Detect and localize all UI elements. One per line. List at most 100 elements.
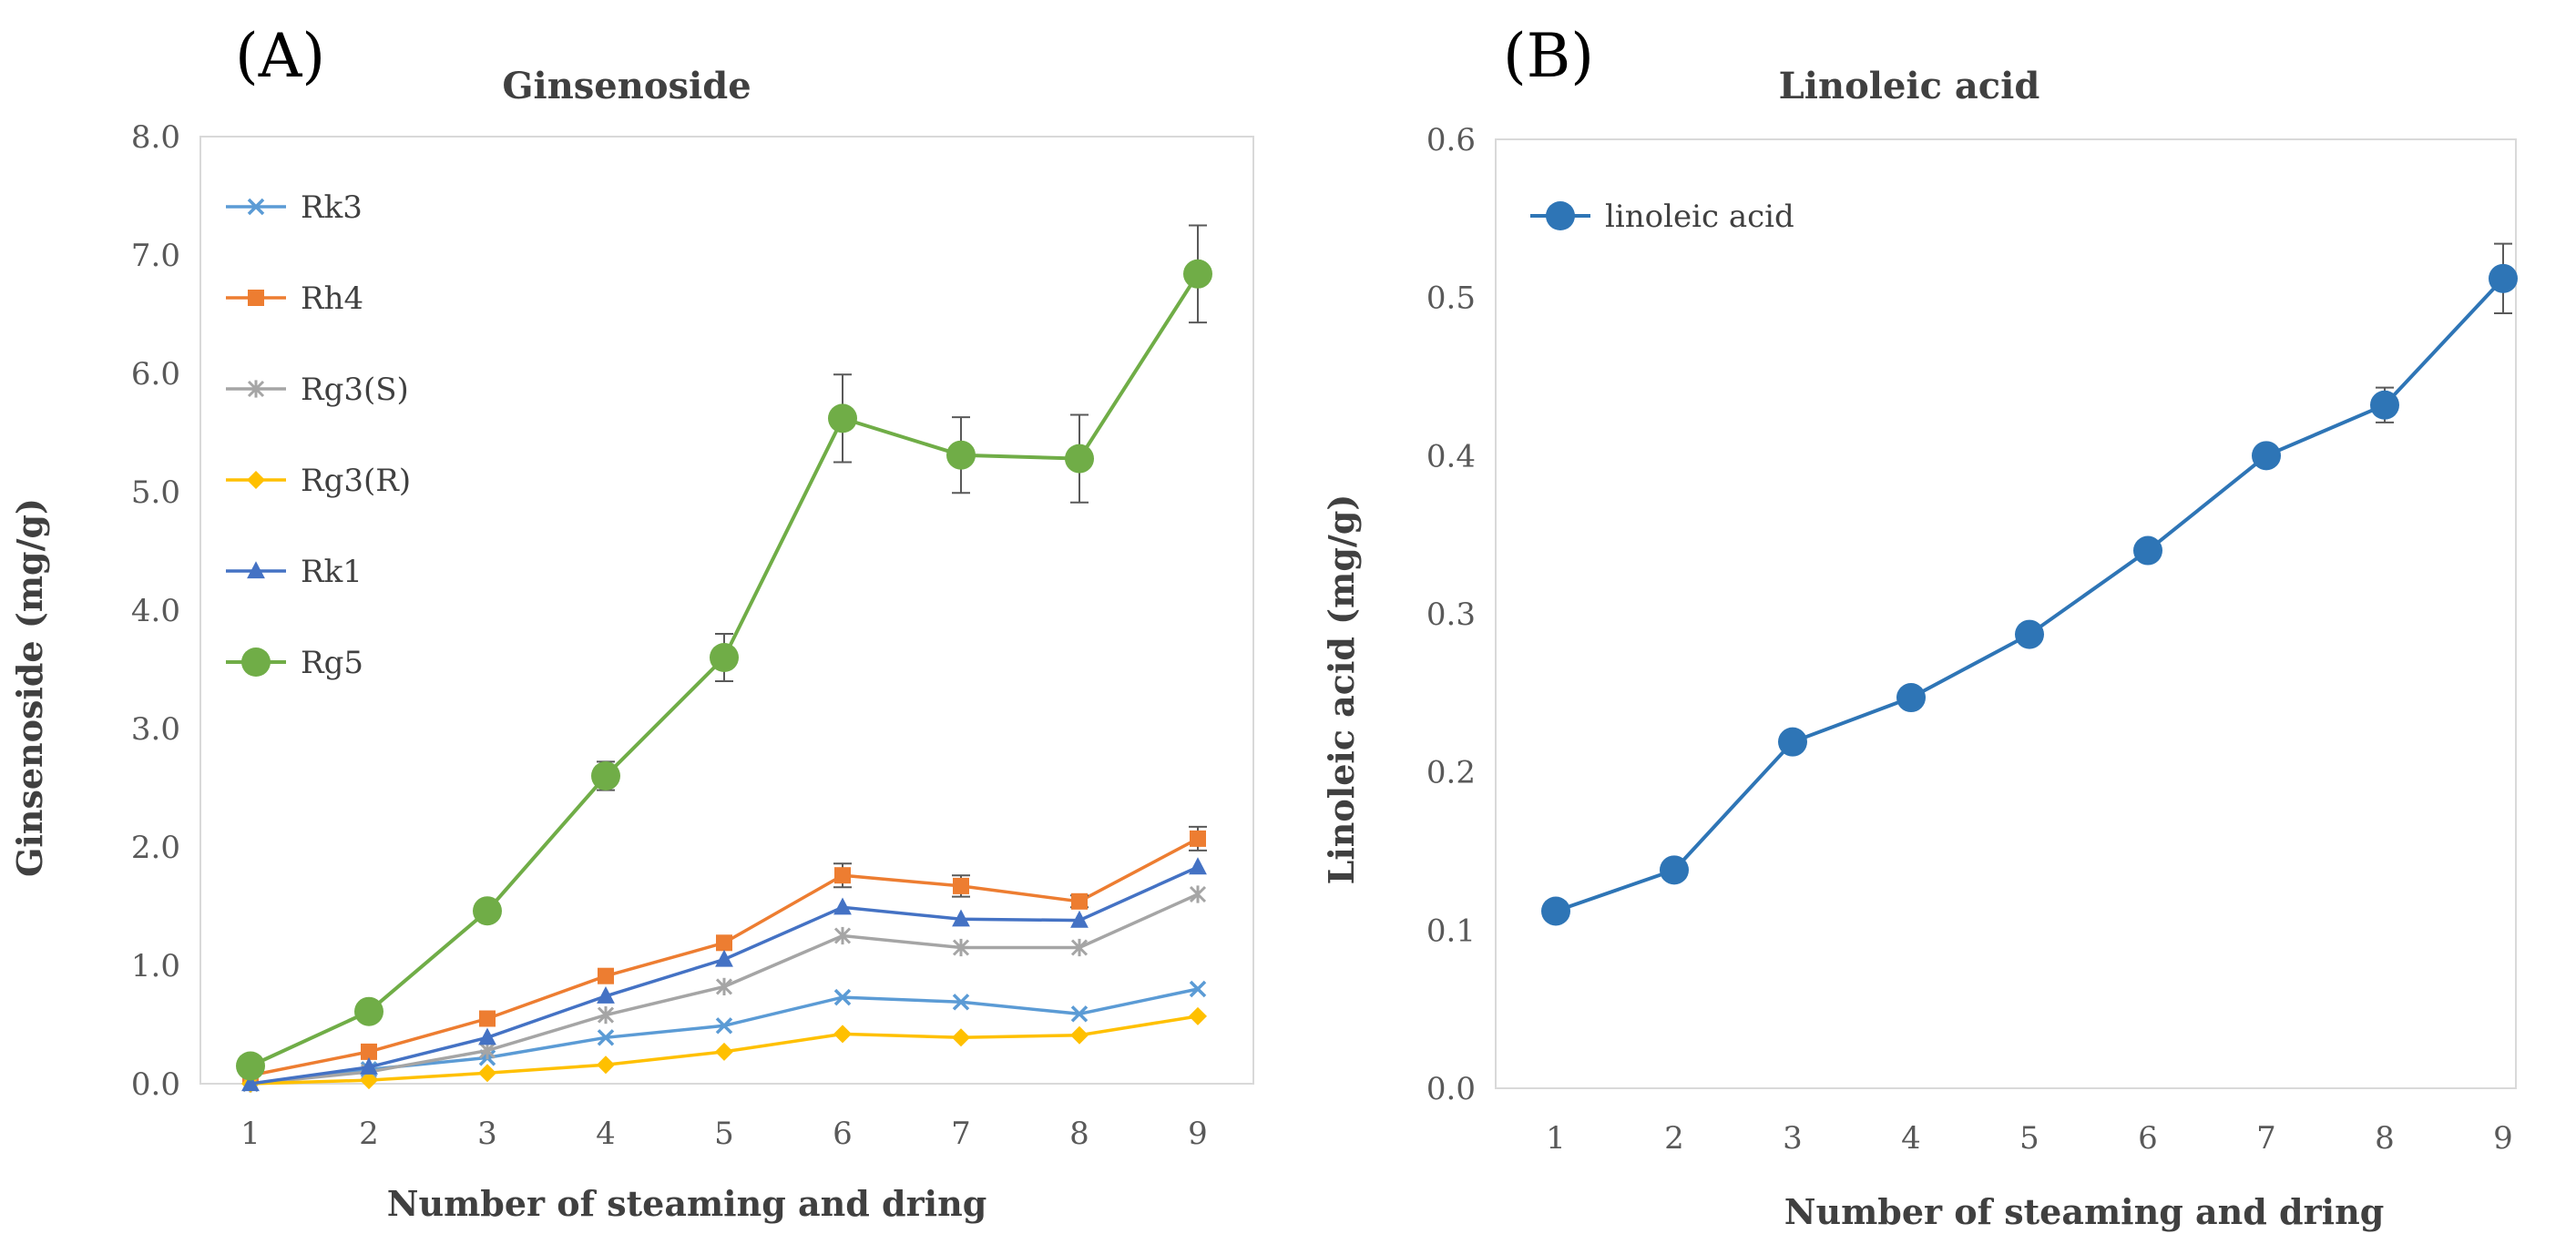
series-rk1	[241, 857, 1207, 1092]
y-tick-label: 0.0	[131, 1066, 180, 1103]
data-point	[952, 938, 970, 957]
legend-marker	[241, 647, 271, 677]
panel-a-title: Ginsenoside	[502, 65, 751, 107]
x-tick-label: 8	[1069, 1116, 1089, 1152]
legend-label: linoleic acid	[1605, 199, 1794, 235]
legend-label: Rg3(R)	[301, 463, 411, 499]
data-point	[236, 1051, 265, 1081]
y-tick-label: 7.0	[131, 238, 180, 274]
data-point	[1896, 683, 1926, 713]
y-tick-label: 4.0	[131, 593, 180, 629]
data-point	[1183, 259, 1212, 289]
series-line-linoleic-acid	[1555, 277, 2505, 913]
data-point	[2015, 619, 2044, 649]
data-point	[833, 988, 852, 1006]
data-point	[952, 1028, 970, 1047]
data-point	[1065, 444, 1094, 474]
y-tick-label: 0.1	[1426, 913, 1476, 949]
y-tick-label: 0.5	[1426, 280, 1476, 317]
panel-a-y-axis-title: Ginsenoside (mg/g)	[9, 498, 50, 877]
series-rg3-r	[241, 1006, 1207, 1093]
data-point	[354, 996, 383, 1026]
data-point	[241, 1074, 260, 1092]
x-tick-label: 4	[1901, 1120, 1921, 1157]
ginsenoside-chart: 0.01.02.03.04.05.06.07.08.01 2 3 4 5 6 7 8 9Rk3R…	[131, 119, 1254, 1152]
data-point	[710, 643, 739, 672]
panel-a-label: (A)	[235, 21, 325, 91]
data-point	[360, 1071, 378, 1090]
legend-marker	[247, 380, 265, 398]
legend-item-linoleic-acid: linoleic acid	[1530, 199, 1794, 235]
linoleic-acid-chart: 0.0 0.1 0.2 0.3 0.4 0.5 0.6 1 2 3 4 5 6 7 8 9 linoleic a…	[1426, 122, 2518, 1157]
data-point	[1070, 910, 1089, 928]
data-point	[1778, 727, 1807, 757]
x-tick-label: 5	[2019, 1120, 2039, 1157]
data-point	[833, 897, 852, 915]
y-tick-label: 0.2	[1426, 755, 1476, 791]
x-tick-label: 3	[477, 1116, 497, 1152]
y-tick-label: 0.4	[1426, 438, 1476, 474]
data-point	[597, 1029, 615, 1046]
legend-marker	[247, 561, 265, 579]
data-point	[715, 949, 733, 967]
legend-item-rh4: Rh4	[226, 280, 363, 317]
data-point	[1190, 830, 1206, 847]
data-point	[715, 1017, 733, 1035]
x-tick-label: 2	[359, 1116, 379, 1152]
legend-label: Rh4	[301, 280, 363, 317]
data-point	[597, 986, 615, 1004]
data-point	[479, 1010, 496, 1027]
data-point	[473, 896, 502, 926]
data-point	[478, 1027, 496, 1045]
data-point	[597, 1006, 615, 1025]
x-tick-label: 7	[2256, 1120, 2276, 1157]
y-tick-label: 5.0	[131, 474, 180, 511]
x-tick-label: 2	[1664, 1120, 1684, 1157]
legend-label: Rk3	[301, 189, 363, 226]
data-point	[1070, 1005, 1089, 1023]
legend-marker	[247, 198, 265, 216]
x-tick-label: 7	[951, 1116, 971, 1152]
legend-item-rk3: Rk3	[226, 189, 363, 226]
data-point	[834, 867, 851, 884]
x-tick-label: 5	[714, 1116, 734, 1152]
legend: Rk3 Rh4 Rg3(S) Rg3(R) Rk1 Rg5	[226, 189, 411, 681]
y-tick-label: 0.6	[1426, 122, 1476, 158]
data-point	[715, 977, 733, 995]
y-tick-label: 0.3	[1426, 597, 1476, 633]
panel-b-x-axis-title: Number of steaming and dring	[1784, 1191, 2385, 1232]
data-point	[2133, 535, 2162, 566]
y-tick-label: 8.0	[131, 119, 180, 156]
data-point	[2489, 263, 2518, 293]
panel-a-x-axis-title: Number of steaming and dring	[387, 1183, 987, 1224]
data-point	[715, 1042, 733, 1061]
data-point	[1071, 892, 1088, 910]
panel-b-title: Linoleic acid	[1779, 65, 2040, 107]
x-tick-label: 1	[240, 1116, 261, 1152]
data-point	[361, 1043, 377, 1060]
legend-marker	[1546, 201, 1575, 230]
legend-item-rg5: Rg5	[226, 645, 363, 681]
legend-marker	[247, 471, 265, 489]
panel-b-label: (B)	[1503, 21, 1594, 91]
data-point	[478, 1064, 496, 1083]
data-point	[1070, 938, 1089, 957]
y-tick-label: 3.0	[131, 711, 180, 748]
x-tick-label: 3	[1783, 1120, 1803, 1157]
data-point	[833, 926, 852, 945]
legend-label: Rk1	[301, 554, 363, 590]
x-tick-label: 6	[833, 1116, 853, 1152]
y-tick-label: 0.0	[1426, 1071, 1476, 1107]
legend-marker	[248, 290, 264, 306]
data-point	[591, 761, 620, 790]
data-point	[1189, 885, 1207, 903]
plot-area	[199, 136, 1254, 1085]
y-tick-label: 2.0	[131, 830, 180, 866]
x-tick-label: 9	[1188, 1116, 1208, 1152]
x-tick-label: 1	[1546, 1120, 1566, 1157]
data-point	[1660, 855, 1689, 885]
data-point	[360, 1057, 378, 1075]
data-point	[952, 994, 970, 1011]
series-linoleic-acid	[1541, 242, 2518, 926]
data-point	[1541, 896, 1570, 926]
